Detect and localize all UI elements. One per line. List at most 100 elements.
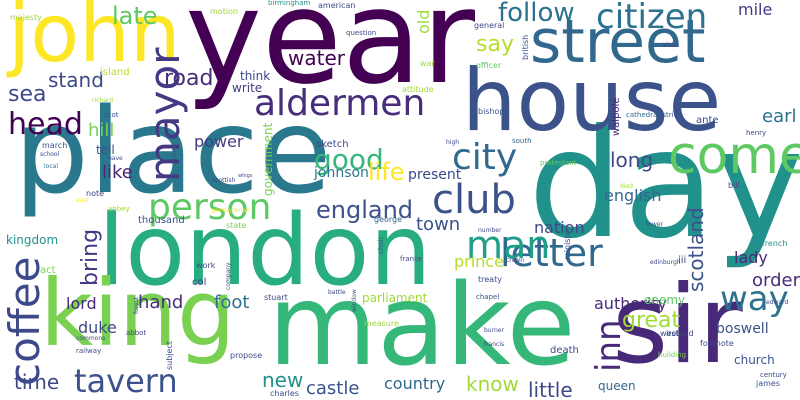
word-good: good — [314, 143, 384, 176]
word-nation: nation — [534, 218, 585, 237]
word-castle: castle — [306, 378, 360, 399]
word-way: way — [720, 279, 789, 319]
word-ireland: ireland — [666, 329, 694, 338]
word-day: day — [528, 98, 800, 272]
word-long: long — [610, 148, 654, 172]
word-died: died — [620, 183, 633, 190]
word-say: say — [476, 32, 514, 57]
word-city: city — [452, 137, 518, 178]
word-france: france — [400, 255, 423, 263]
word-enemy: enemy — [644, 293, 686, 307]
word-late: late — [112, 2, 158, 30]
word-sir: sir — [612, 263, 743, 388]
word-minister: minister — [563, 227, 572, 260]
word-state: state — [226, 221, 247, 230]
word-person: person — [148, 187, 272, 228]
word-letter: letter — [500, 231, 603, 275]
word-subject: subject — [165, 341, 174, 370]
word-iii: iii — [678, 255, 687, 266]
word-edward: edward — [766, 299, 789, 306]
word-tower: tower — [646, 221, 664, 228]
word-protestant: protestant — [540, 159, 577, 167]
word-scotland: scotland — [684, 207, 708, 292]
word-forest: forest — [133, 296, 140, 314]
word-foot: foot — [214, 292, 250, 313]
word-life: life — [368, 158, 405, 186]
word-make: make — [268, 261, 576, 391]
word-king: king — [40, 260, 236, 367]
word-cathedral: cathedral — [626, 111, 660, 119]
word-birmingham: birmingham — [268, 0, 311, 7]
word-local: local — [44, 163, 58, 170]
word-west: west — [660, 329, 679, 338]
word-road: road — [164, 66, 214, 91]
word-stand: stand — [48, 68, 104, 92]
word-treaty: treaty — [478, 275, 502, 284]
word-stuart: stuart — [264, 293, 288, 302]
word-aldermen: aldermen — [254, 83, 426, 124]
word-lord: lord — [66, 294, 97, 313]
word-crown: crown — [506, 257, 525, 264]
word-power: power — [194, 132, 244, 151]
word-war: war — [420, 59, 435, 68]
word-little: little — [528, 378, 573, 400]
word-choir: choir — [377, 236, 385, 254]
word-century: century — [760, 371, 787, 379]
word-scot: scot — [104, 111, 119, 119]
word-bill: bill — [728, 181, 740, 190]
word-walpole: walpole — [611, 97, 622, 136]
word-east: east — [76, 197, 89, 204]
word-majesty: majesty — [10, 13, 42, 22]
word-street: street — [530, 7, 706, 77]
word-boswell: boswell — [716, 321, 769, 337]
word-measure: measure — [364, 319, 399, 328]
word-prince: prince — [454, 252, 504, 271]
word-like: like — [102, 162, 133, 183]
word-place: place — [14, 82, 332, 220]
word-water: water — [288, 46, 345, 70]
word-inn: inn — [589, 319, 629, 372]
word-motion: motion — [210, 7, 239, 16]
word-footnote: footnote — [700, 339, 734, 348]
word-work: work — [196, 261, 216, 270]
word-johnson: johnson — [314, 165, 369, 181]
word-write: write — [232, 81, 263, 95]
word-sea: sea — [8, 82, 47, 107]
word-question: question — [346, 29, 377, 37]
word-duke: duke — [78, 318, 117, 337]
word-time: time — [14, 370, 60, 394]
word-english: english — [604, 186, 662, 205]
word-abbey: abbey — [108, 205, 130, 213]
word-death: death — [550, 345, 579, 356]
word-hand: hand — [138, 292, 184, 313]
word-note: note — [86, 189, 105, 198]
word-come: come — [668, 126, 800, 186]
word-commons: commons — [76, 335, 106, 342]
word-general: general — [474, 21, 505, 30]
word-know: know — [466, 372, 519, 396]
word-country: country — [384, 374, 446, 393]
word-propose: propose — [230, 351, 263, 360]
word-coffee: coffee — [0, 256, 49, 386]
word-south: south — [512, 137, 532, 145]
word-district: district — [656, 111, 681, 119]
word-order: order — [752, 270, 800, 291]
word-present: present — [408, 167, 462, 183]
word-year: year — [185, 0, 476, 113]
word-british: british — [521, 34, 530, 60]
word-club: club — [432, 177, 516, 223]
word-abbot: abbot — [126, 329, 147, 337]
word-island: island — [100, 67, 130, 78]
word-high: high — [446, 139, 460, 146]
word-london: london — [98, 194, 432, 308]
word-nave: nave — [108, 155, 123, 162]
word-presbyterian: presbyterian — [212, 207, 250, 214]
word-hill: hill — [88, 120, 115, 141]
word-chapel: chapel — [476, 293, 500, 301]
word-house: house — [462, 51, 722, 151]
word-kingdom: kingdom — [6, 233, 59, 247]
word-town: town — [416, 214, 461, 235]
word-think: think — [240, 69, 271, 83]
word-henry: henry — [746, 129, 767, 137]
